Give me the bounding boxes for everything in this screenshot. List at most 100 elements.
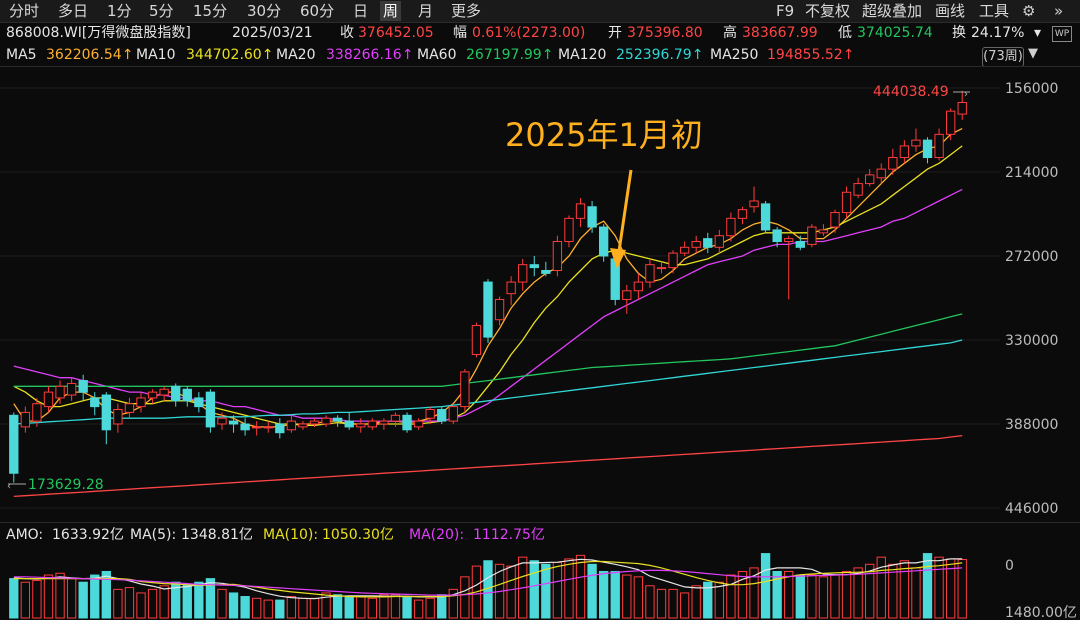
candle-down	[703, 238, 713, 248]
volume-bar	[460, 576, 470, 619]
tab-week[interactable]: 周	[380, 1, 402, 21]
tab-1min[interactable]: 1分	[107, 2, 132, 20]
candle-up	[830, 212, 840, 228]
candle-down	[171, 385, 181, 402]
volume-ma20-line	[13, 567, 963, 596]
candle-up	[818, 229, 829, 234]
candle-up	[807, 226, 817, 245]
divider	[0, 66, 1080, 67]
ma10-value: 344702.60↑	[186, 47, 274, 63]
tab-5min[interactable]: 5分	[149, 2, 174, 20]
candle-up	[356, 423, 366, 428]
volume-bar	[645, 585, 655, 619]
candle-down	[275, 423, 285, 434]
amo-ma20-value: 1112.75亿	[473, 527, 545, 543]
ma10-label: MA10	[136, 47, 176, 63]
volume-bar	[217, 588, 227, 619]
volume-bar	[726, 574, 736, 619]
volume-bar	[633, 576, 644, 619]
period-count-box[interactable]: (73周)	[982, 47, 1024, 67]
volume-bar	[564, 558, 574, 619]
volume-bar	[194, 581, 204, 619]
tab-duori[interactable]: 多日	[58, 2, 89, 20]
candle-up	[645, 264, 655, 283]
volume-bar	[437, 594, 447, 619]
candle-up	[737, 209, 748, 219]
volume-bar	[911, 567, 921, 619]
close-value: 376452.05	[358, 25, 434, 41]
volume-bar	[390, 594, 401, 619]
volume-bar	[275, 599, 285, 619]
ma60-value: 267197.99↑	[466, 47, 554, 63]
volume-bar	[32, 579, 42, 619]
amo-ma10-label: MA(10):	[263, 527, 319, 543]
volume-bar	[934, 556, 944, 619]
volume-bar	[552, 562, 563, 619]
tools-button[interactable]: 工具	[979, 2, 1010, 20]
double-chevron-icon[interactable]: »	[1054, 2, 1064, 20]
candle-up	[136, 397, 146, 408]
volume-bar	[55, 572, 65, 619]
candle-up	[124, 403, 135, 413]
volume-bar	[309, 597, 320, 619]
f9-button[interactable]: F9	[776, 2, 795, 20]
candle-up	[390, 414, 401, 422]
volume-bar	[298, 597, 308, 619]
candle-up	[934, 133, 944, 159]
ma20-value: 338266.16↑	[326, 47, 414, 63]
wp-icon[interactable]: WP	[1052, 26, 1072, 42]
candle-up	[784, 238, 794, 243]
tab-15min[interactable]: 15分	[193, 2, 228, 20]
price-tick-label: 330000	[1005, 333, 1058, 349]
kline-chart[interactable]: 446000 388000 330000 272000 214000 156000 444…	[0, 66, 1080, 522]
min-price-label: 173629.28	[28, 477, 104, 493]
volume-bar	[587, 563, 597, 619]
amo-value: 1633.92亿	[52, 527, 124, 543]
volume-bar	[922, 553, 933, 619]
tab-month[interactable]: 月	[418, 2, 434, 20]
volume-bar	[668, 588, 678, 619]
tab-day[interactable]: 日	[353, 2, 369, 20]
no-adjust-button[interactable]: 不复权	[805, 2, 851, 20]
volume-bar	[575, 554, 586, 619]
change-label: 幅	[453, 25, 467, 41]
volume-bar	[124, 587, 135, 619]
draw-line-button[interactable]: 画线	[935, 2, 966, 20]
candle-up	[911, 139, 921, 147]
candle-up	[841, 191, 852, 214]
tab-30min[interactable]: 30分	[247, 2, 282, 20]
candle-up	[448, 406, 458, 422]
volume-bar	[356, 596, 366, 619]
volume-bar	[945, 558, 956, 619]
tab-60min[interactable]: 60分	[300, 2, 335, 20]
candle-up	[679, 246, 690, 254]
volume-bar	[171, 581, 181, 619]
volume-bar	[610, 570, 620, 619]
candle-up	[217, 417, 227, 425]
candle-up	[888, 157, 898, 170]
volume-bar	[425, 597, 435, 619]
ma60-label: MA60	[417, 47, 457, 63]
candle-down	[772, 229, 782, 243]
candle-down	[529, 264, 539, 269]
candle-down	[483, 281, 493, 338]
chevron-down-icon[interactable]: ▾	[1034, 25, 1042, 41]
tab-more[interactable]: 更多	[451, 2, 482, 20]
amo-ma20-label: MA(20):	[409, 527, 465, 543]
annotation-arrow	[616, 169, 633, 259]
candle-down	[598, 226, 609, 257]
candle-up	[66, 382, 77, 396]
candle-up	[20, 411, 31, 428]
open-value: 375396.80	[627, 25, 703, 41]
candle-up	[309, 420, 320, 425]
volume-chart[interactable]: 1480.00亿 0	[0, 546, 1080, 620]
period-dropdown-icon[interactable]: ▼	[1028, 46, 1038, 61]
annotation-arrowhead	[610, 248, 626, 269]
candle-up	[147, 391, 158, 399]
toolbar: 分时 多日 1分 5分 15分 30分 60分 日 周 月 更多 F9 不复权 …	[0, 0, 1080, 23]
ma120-value: 252396.79↑	[616, 47, 704, 63]
turnover-label: 换	[952, 25, 966, 41]
gear-icon[interactable]: ⚙	[1022, 2, 1036, 20]
overlay-button[interactable]: 超级叠加	[862, 2, 923, 20]
tab-fenshi[interactable]: 分时	[9, 2, 40, 20]
